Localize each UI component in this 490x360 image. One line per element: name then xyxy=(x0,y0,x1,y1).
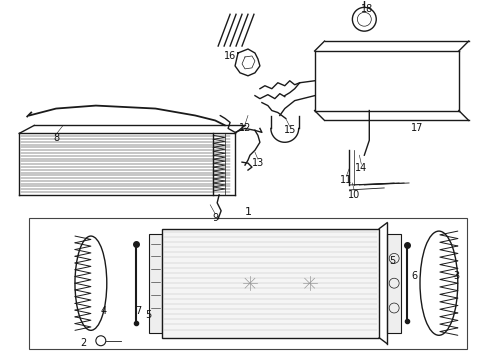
Text: 13: 13 xyxy=(252,158,264,168)
Text: 1: 1 xyxy=(245,207,251,217)
Text: 7: 7 xyxy=(135,306,142,316)
Text: 17: 17 xyxy=(411,123,423,134)
Text: 15: 15 xyxy=(284,125,296,135)
Bar xyxy=(163,229,379,338)
Bar xyxy=(148,234,163,333)
Text: 3: 3 xyxy=(454,271,460,281)
Text: 11: 11 xyxy=(340,175,352,185)
Text: 12: 12 xyxy=(239,123,251,134)
Text: 16: 16 xyxy=(224,51,236,61)
Text: 4: 4 xyxy=(101,306,107,316)
Text: 9: 9 xyxy=(212,213,218,223)
Text: 8: 8 xyxy=(53,133,59,143)
Text: 6: 6 xyxy=(411,271,417,281)
Text: 18: 18 xyxy=(361,4,373,14)
Bar xyxy=(387,234,401,333)
Text: 10: 10 xyxy=(348,190,361,200)
Text: 2: 2 xyxy=(80,338,86,348)
Text: 14: 14 xyxy=(355,163,368,173)
Text: 5: 5 xyxy=(146,310,152,320)
Bar xyxy=(29,218,467,349)
Text: 5: 5 xyxy=(389,256,395,266)
